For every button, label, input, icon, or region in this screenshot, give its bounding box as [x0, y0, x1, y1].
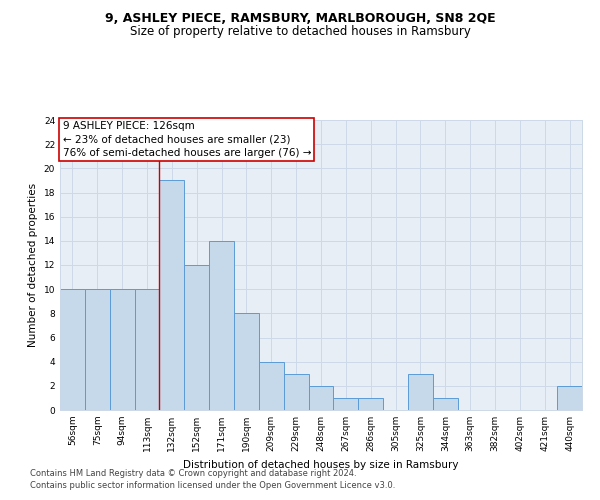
Bar	[134, 289, 160, 410]
Bar	[433, 398, 458, 410]
Bar	[110, 289, 134, 410]
Bar	[184, 265, 209, 410]
Bar	[408, 374, 433, 410]
Text: Contains HM Land Registry data © Crown copyright and database right 2024.: Contains HM Land Registry data © Crown c…	[30, 468, 356, 477]
Text: Size of property relative to detached houses in Ramsbury: Size of property relative to detached ho…	[130, 25, 470, 38]
Text: Contains public sector information licensed under the Open Government Licence v3: Contains public sector information licen…	[30, 481, 395, 490]
Bar	[234, 314, 259, 410]
Bar	[334, 398, 358, 410]
Bar	[209, 241, 234, 410]
Bar	[60, 289, 85, 410]
Bar	[358, 398, 383, 410]
Bar	[85, 289, 110, 410]
X-axis label: Distribution of detached houses by size in Ramsbury: Distribution of detached houses by size …	[183, 460, 459, 469]
Bar	[284, 374, 308, 410]
Text: 9, ASHLEY PIECE, RAMSBURY, MARLBOROUGH, SN8 2QE: 9, ASHLEY PIECE, RAMSBURY, MARLBOROUGH, …	[104, 12, 496, 26]
Bar	[160, 180, 184, 410]
Bar	[308, 386, 334, 410]
Bar	[557, 386, 582, 410]
Text: 9 ASHLEY PIECE: 126sqm
← 23% of detached houses are smaller (23)
76% of semi-det: 9 ASHLEY PIECE: 126sqm ← 23% of detached…	[62, 122, 311, 158]
Y-axis label: Number of detached properties: Number of detached properties	[28, 183, 38, 347]
Bar	[259, 362, 284, 410]
